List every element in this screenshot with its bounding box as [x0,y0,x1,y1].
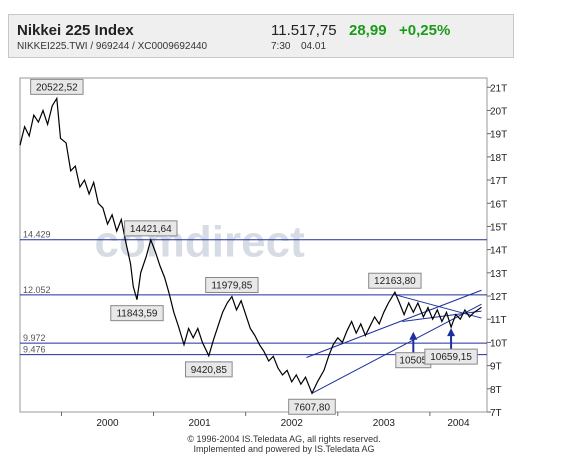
trend-line [402,310,482,323]
y-tick-label: 19T [490,130,507,141]
trend-line [306,289,482,358]
y-tick-label: 12T [490,292,507,303]
price-change-percent: +0,25% [399,22,451,39]
y-tick-label: 7T [490,408,502,419]
annotation-label: 10505 [399,356,427,367]
quote-header: Nikkei 225 Index NIKKEI225.TWI / 969244 … [8,14,514,58]
annotation-label: 11979,85 [211,280,252,291]
y-tick-label: 21T [490,83,507,94]
annotation-arrowhead [409,331,418,340]
x-tick-label: 2003 [373,418,396,429]
annotation-label: 11843,59 [116,309,157,320]
annotation-box [205,276,259,293]
support-line-label: 12.052 [23,285,51,295]
annotation-label: 12163,80 [374,276,416,287]
y-tick-label: 13T [490,269,507,280]
price-chart: comdirect7T8T9T10T11T12T13T14T15T16T17T1… [19,77,507,429]
annotation-box [288,398,336,415]
y-tick-label: 17T [490,176,507,187]
y-tick-label: 20T [490,106,507,117]
instrument-title: Nikkei 225 Index [17,22,134,39]
annotation-box [124,220,178,237]
price-series-line [19,96,482,395]
support-line-label: 14.429 [23,230,51,240]
quote-time: 7:30 [271,41,291,52]
annotation-label: 14421,64 [130,224,172,235]
annotation-box [110,305,164,322]
y-tick-label: 14T [490,246,507,257]
y-tick-label: 11T [490,315,507,326]
instrument-identifiers: NIKKEI225.TWI / 969244 / XC0009692440 [17,41,208,52]
copyright-notice: © 1996-2004 IS.Teledata AG, all rights r… [187,434,381,444]
powered-by-notice: Implemented and powered by IS.Teledata A… [193,444,375,454]
x-tick-label: 2000 [96,418,119,429]
annotation-box [185,361,233,378]
annotation-box [424,348,478,365]
support-line-label: 9.476 [23,345,46,355]
y-tick-label: 8T [490,385,502,396]
y-tick-label: 9T [490,362,502,373]
x-tick-label: 2004 [447,418,470,429]
annotation-arrowhead [447,328,456,337]
y-tick-label: 18T [490,153,507,164]
x-tick-label: 2002 [281,418,304,429]
support-line-label: 9.972 [23,333,46,343]
annotation-box [30,78,84,95]
x-tick-label: 2001 [188,418,211,429]
price-change: 28,99 [349,22,387,39]
last-price: 11.517,75 [271,22,337,39]
y-tick-label: 15T [490,222,507,233]
y-tick-label: 10T [490,338,507,349]
y-tick-label: 16T [490,199,507,210]
annotation-label: 20522,52 [36,82,78,93]
quote-date: 04.01 [301,41,327,52]
annotation-label: 7607,80 [294,402,331,413]
annotation-box [368,272,422,289]
annotation-label: 9420,85 [191,365,228,376]
annotation-label: 10659,15 [430,352,472,363]
trend-line [392,293,482,319]
trend-line [311,303,482,394]
